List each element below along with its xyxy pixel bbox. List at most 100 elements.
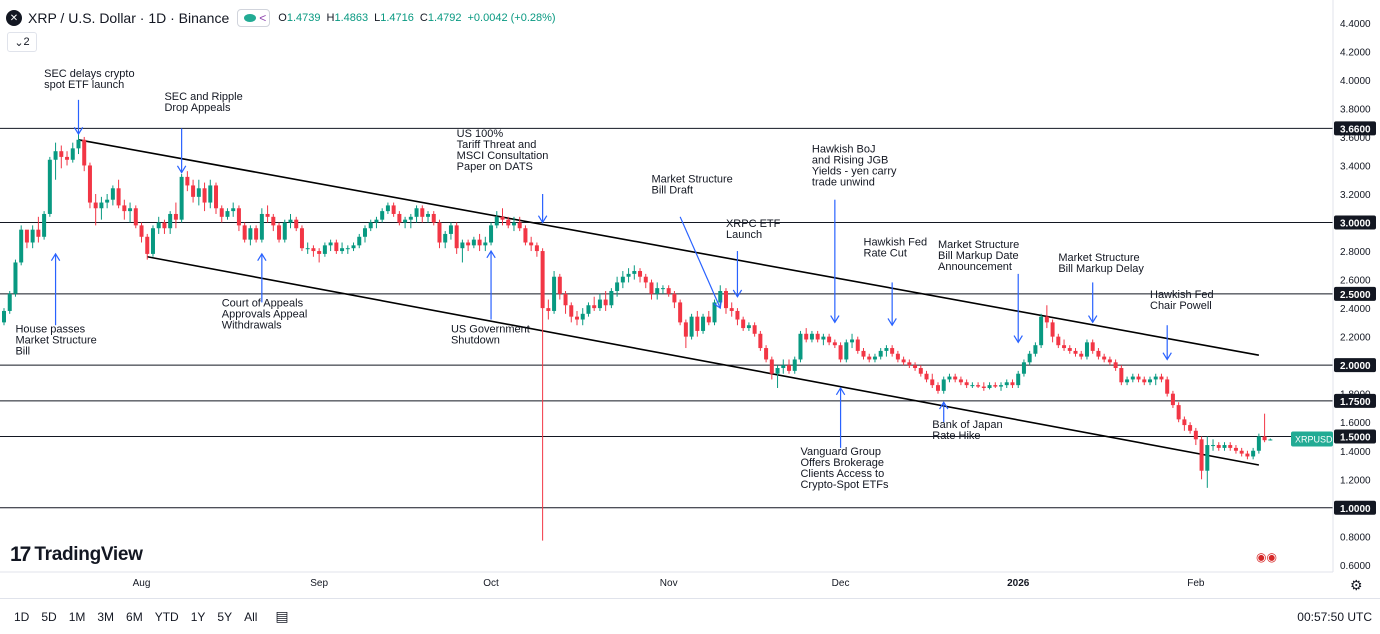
candle [723,288,728,314]
y-tick-label: 2.8000 [1340,247,1371,258]
candle [294,216,299,232]
timeframe-1m[interactable]: 1M [68,609,86,624]
candle-body [93,202,98,209]
timeframe-5d[interactable]: 5D [41,609,57,624]
candle-body [133,208,138,226]
candle [334,239,339,254]
candle [970,382,975,388]
candle-body [460,242,465,249]
candle [930,373,935,388]
candle-body [185,176,190,186]
share-icon[interactable]: < [259,11,267,25]
eye-icon[interactable] [244,14,257,22]
candle [231,202,236,217]
candle [1193,427,1198,446]
candle-body [626,273,631,277]
candle [529,236,534,252]
candle-body [208,185,213,203]
timeframe-1y[interactable]: 1Y [190,609,206,624]
candle-body [798,333,803,360]
candle-body [76,139,81,149]
xrp-icon: ✕ [6,10,22,26]
calendar-icon[interactable]: ▤ [275,608,289,624]
symbol-title[interactable]: XRP / U.S. Dollar · 1D · Binance [28,10,230,26]
y-tick-label: 2.6000 [1340,276,1371,287]
timeframe-5y[interactable]: 5Y [217,609,233,624]
candle-body [391,205,396,214]
timeframe-1d[interactable]: 1D [14,609,30,624]
level-label-text: 2.5000 [1340,290,1371,301]
candle [391,202,396,217]
candle [958,376,963,386]
y-tick-label: 4.4000 [1340,19,1371,30]
gear-icon[interactable]: ⚙ [1350,577,1363,593]
candle-body [764,348,769,360]
ohlc-high: H1.4863 [326,12,369,24]
candle [758,330,763,351]
candle-body [1107,359,1112,363]
candle-body [403,219,408,223]
annotation-line: spot ETF launch [44,79,124,91]
economic-events-icon[interactable]: ◉◉ [1256,550,1277,564]
candle [1165,376,1170,397]
y-tick-label: 2.4000 [1340,304,1371,315]
header-icons[interactable]: < [237,9,271,27]
y-tick-label: 3.8000 [1340,104,1371,115]
annotation-arrowhead [1162,352,1172,361]
annotation-line: MSCI Consultation [457,150,549,162]
candle-body [414,208,419,217]
candle [53,142,58,180]
candle-body [334,242,339,252]
timeframe-ytd[interactable]: YTD [154,609,179,624]
timeframe-all[interactable]: All [244,609,258,624]
candle-body [105,199,110,203]
annotation-line: Approvals Appeal [222,309,308,321]
annotation-line: Bill Markup Delay [1058,263,1144,275]
candle-body [999,385,1004,387]
candle-body [122,205,127,212]
y-tick-label: 4.0000 [1340,76,1371,87]
x-tick-label: Sep [310,578,328,589]
annotation-line: Chair Powell [1150,300,1212,312]
candle [746,322,751,331]
tradingview-logo: 17 TradingView [10,543,143,567]
candle [861,348,866,360]
candle [729,302,734,317]
annotation-line: House passes [15,323,85,335]
candle-body [7,293,12,311]
candle-body [362,228,367,237]
candle-body [454,225,459,249]
indicator-toggle[interactable]: ⌄ 2 [7,32,37,52]
candle-body [1021,362,1026,374]
candle [1062,339,1067,351]
annotation-line: Hawkish Fed [1150,289,1214,301]
candle [764,345,769,363]
candle [1188,422,1193,434]
candle [867,353,872,363]
timeframe-3m[interactable]: 3M [97,609,115,624]
candle [1056,333,1061,349]
event-annotation: Court of Appeals Approvals Appeal Withdraw… [222,252,308,332]
utc-clock[interactable]: 00:57:50 UTC [1297,610,1372,624]
annotation-arrowhead [73,126,84,136]
candle [901,356,906,366]
candle-body [162,222,167,229]
candle-body [701,316,706,331]
annotation-line: Bill Draft [651,185,693,197]
candle [110,185,115,206]
candle [683,319,688,349]
candle [59,145,64,169]
candle-body [506,219,511,226]
annotation-line: Drop Appeals [164,102,231,114]
event-annotation: Hawkish Fed Chair Powell [1150,289,1214,361]
candle-body [844,342,849,360]
candle-body [718,290,723,303]
candle [953,373,958,383]
candle-body [145,236,150,254]
timeframe-6m[interactable]: 6M [126,609,143,624]
candle-body [380,211,385,220]
candle-body [150,228,155,254]
candle [357,233,362,249]
candle [506,216,511,229]
